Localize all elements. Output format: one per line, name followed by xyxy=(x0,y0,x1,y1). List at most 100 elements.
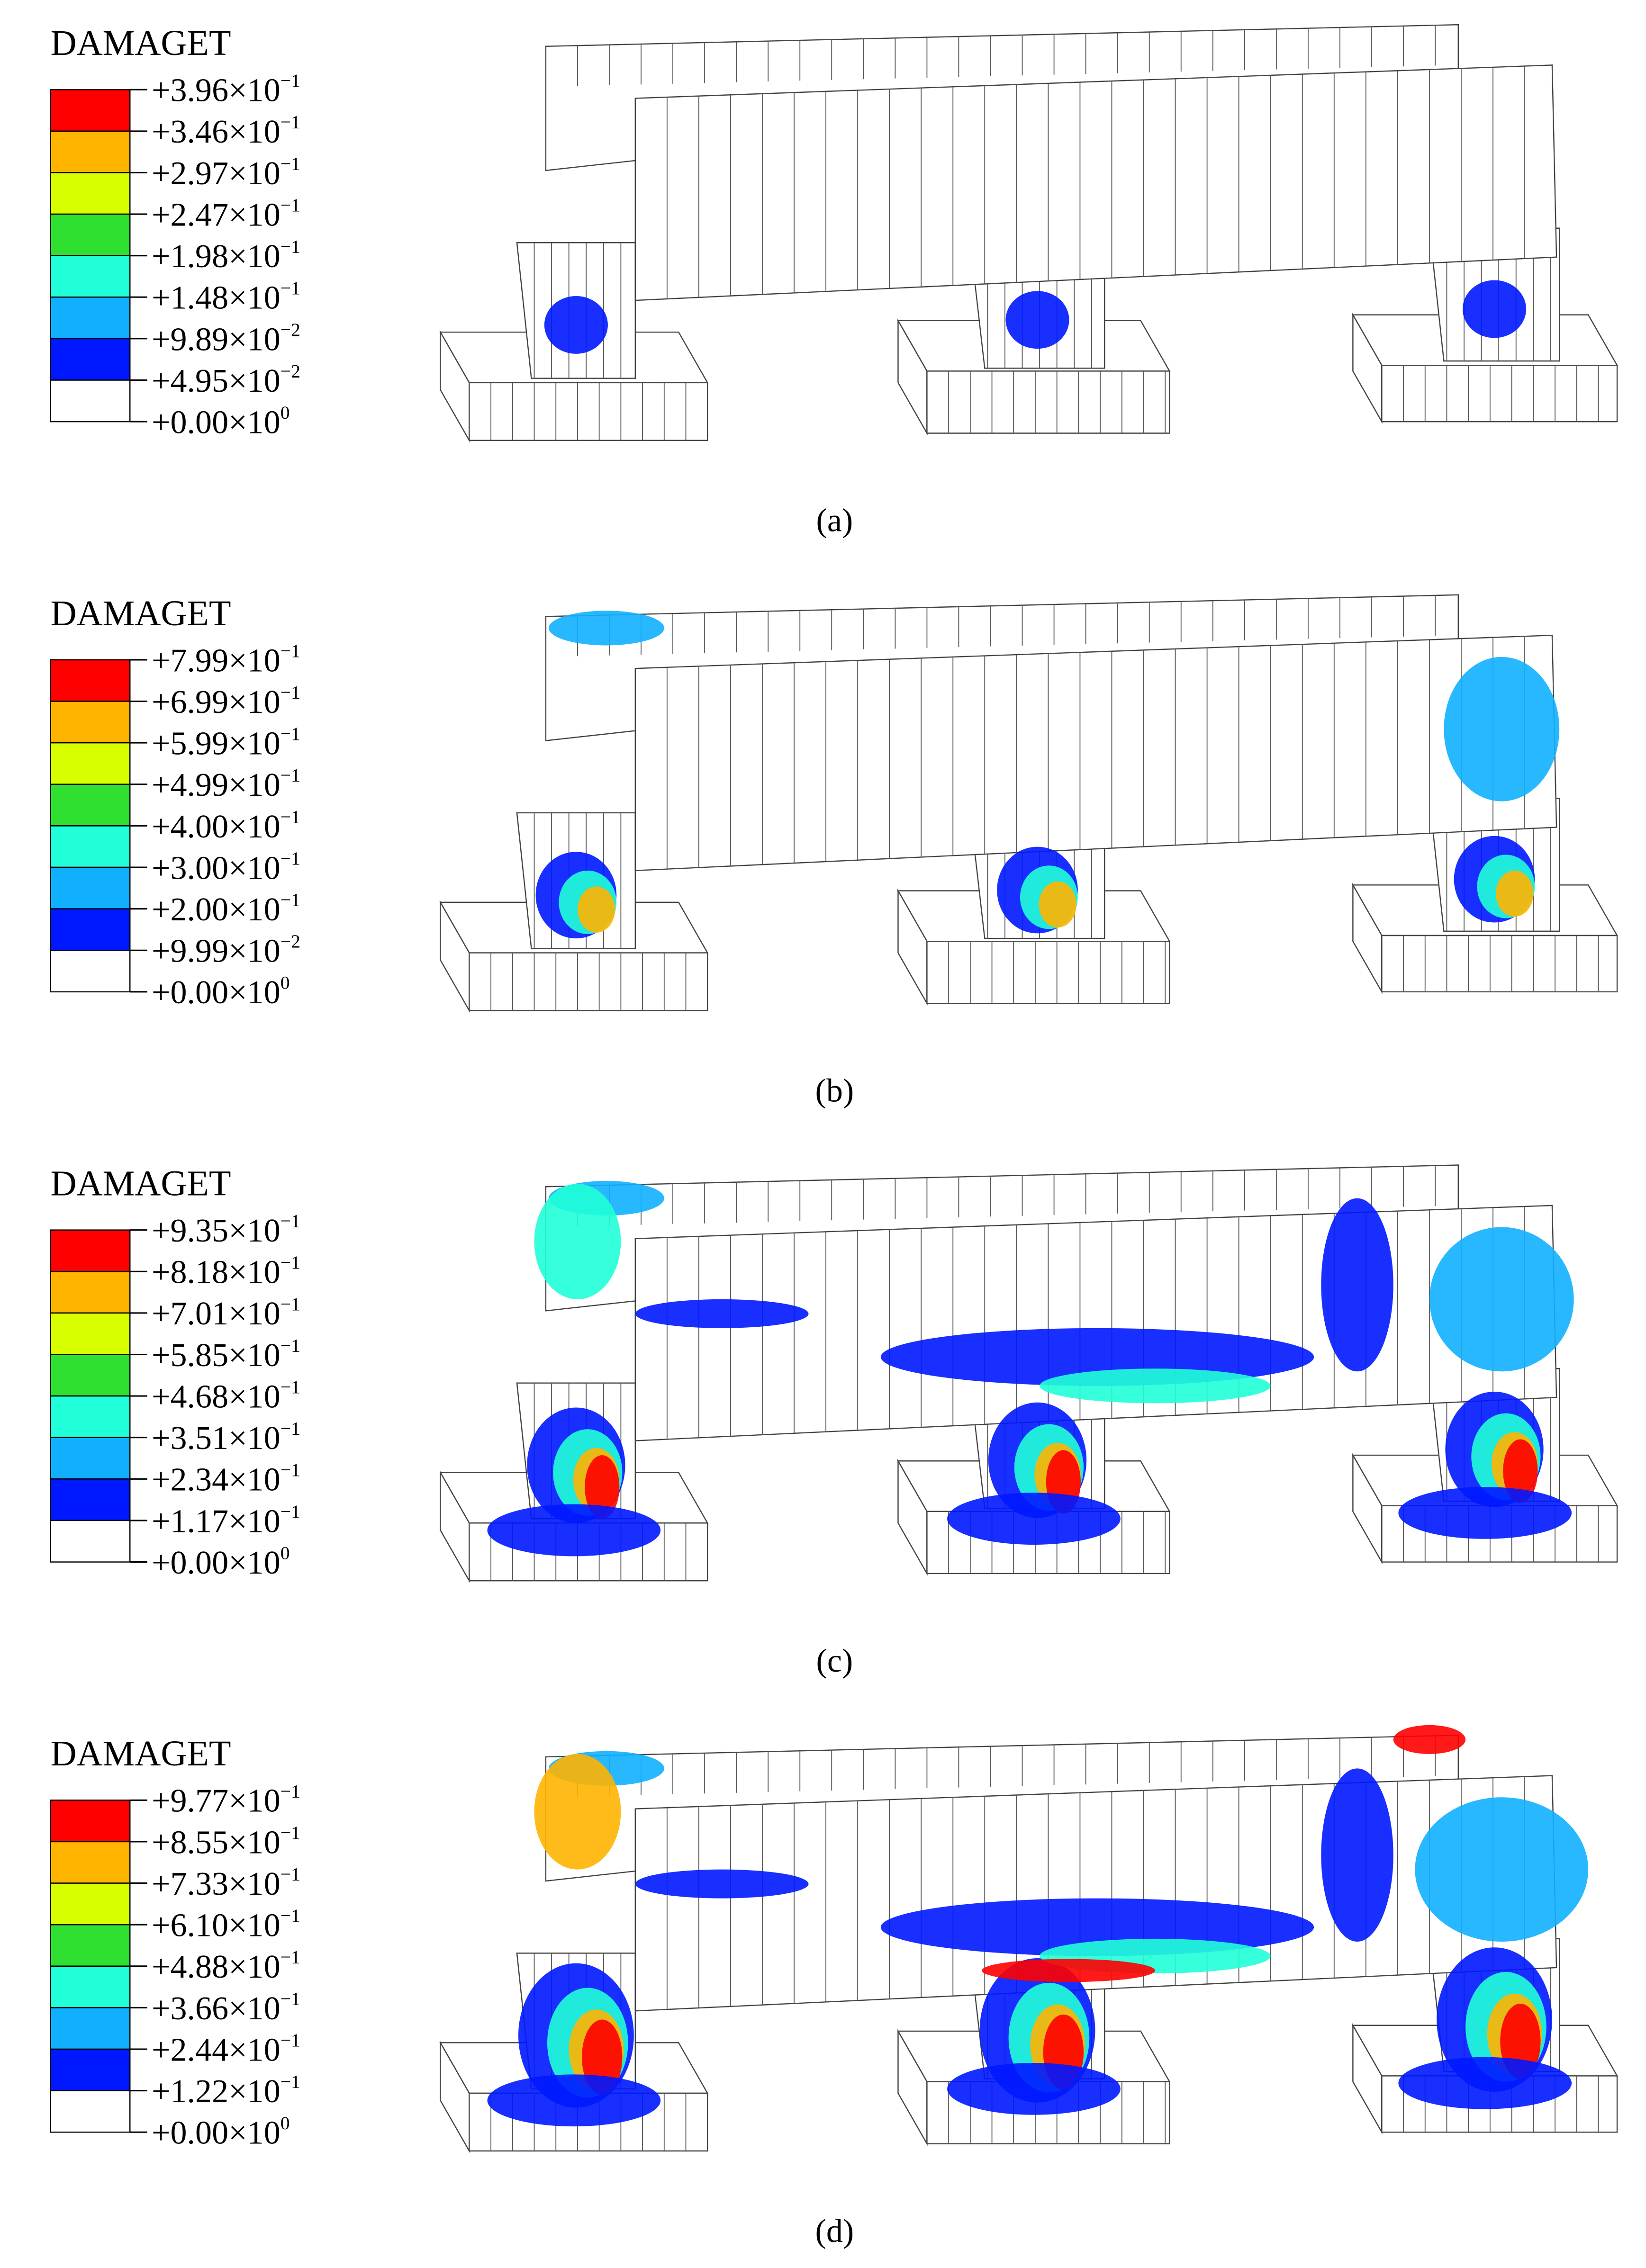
legend-band xyxy=(50,1520,131,1563)
legend-mantissa: +4.95×10 xyxy=(152,363,280,399)
damage-patch xyxy=(1005,291,1069,349)
legend-band xyxy=(50,89,131,132)
legend-mantissa: +5.85×10 xyxy=(152,1337,280,1374)
damage-patch xyxy=(1039,881,1076,928)
legend-mantissa: +2.00×10 xyxy=(152,891,280,928)
legend-band xyxy=(50,866,131,909)
damage-patch xyxy=(534,1184,621,1299)
damage-patch xyxy=(544,296,608,354)
legend-label: +6.10×10−1 xyxy=(152,1905,300,1944)
legend-label: +3.51×10−1 xyxy=(152,1418,300,1457)
legend-band xyxy=(50,2090,131,2133)
damage-patch xyxy=(1040,1368,1271,1404)
caption: (d) xyxy=(815,2213,854,2250)
legend-label: +2.34×10−1 xyxy=(152,1459,300,1498)
legend-label: +5.99×10−1 xyxy=(152,723,300,762)
footing-front xyxy=(1381,365,1618,423)
damage-patch xyxy=(1321,1198,1393,1372)
legend-label: +7.33×10−1 xyxy=(152,1863,300,1902)
legend-exponent: −1 xyxy=(280,806,300,827)
legend-exponent: 0 xyxy=(280,2113,290,2133)
damage-patch xyxy=(1398,1487,1572,1539)
legend-mantissa: +9.77×10 xyxy=(152,1783,280,1819)
legend-mantissa: +6.99×10 xyxy=(152,684,280,720)
damage-patch xyxy=(1398,2057,1572,2109)
structure xyxy=(439,1725,1619,2153)
front-beam xyxy=(634,634,1557,872)
legend-label: +3.96×10−1 xyxy=(152,70,300,108)
legend-band xyxy=(50,659,131,702)
legend-exponent: −1 xyxy=(280,1418,300,1439)
legend-mantissa: +0.00×10 xyxy=(152,405,280,441)
damage-patch xyxy=(487,2074,661,2127)
legend-band xyxy=(50,2048,131,2091)
legend-mantissa: +0.00×10 xyxy=(152,974,280,1011)
legend-mantissa: +3.66×10 xyxy=(152,1990,280,2027)
damage-patch xyxy=(1429,1227,1574,1372)
legend-band xyxy=(50,908,131,951)
legend-label: +0.00×100 xyxy=(152,972,290,1011)
legend-label: +4.68×10−1 xyxy=(152,1377,300,1415)
legend-exponent: −1 xyxy=(280,1335,300,1356)
legend-band xyxy=(50,1478,131,1521)
legend-mantissa: +8.18×10 xyxy=(152,1254,280,1291)
legend-label: +0.00×100 xyxy=(152,402,290,441)
legend-exponent: 0 xyxy=(280,402,290,423)
legend-title: DAMAGET xyxy=(51,594,231,633)
legend-label: +2.97×10−1 xyxy=(152,153,300,191)
legend-label: +4.99×10−1 xyxy=(152,765,300,803)
legend-exponent: −1 xyxy=(280,765,300,786)
legend-mantissa: +2.97×10 xyxy=(152,155,280,192)
legend-mantissa: +6.10×10 xyxy=(152,1908,280,1944)
legend-exponent: −1 xyxy=(280,236,300,257)
legend-mantissa: +2.47×10 xyxy=(152,197,280,233)
legend-exponent: −1 xyxy=(280,1822,300,1843)
footing-front xyxy=(469,952,708,1011)
damage-patch xyxy=(1503,1439,1538,1503)
legend-label: +9.99×10−2 xyxy=(152,931,300,969)
legend-band xyxy=(50,1882,131,1926)
legend-band xyxy=(50,825,131,868)
legend-band xyxy=(50,213,131,256)
legend-band xyxy=(50,701,131,744)
legend-exponent: −1 xyxy=(280,2030,300,2051)
legend-band xyxy=(50,172,131,215)
legend-mantissa: +1.98×10 xyxy=(152,238,280,275)
legend-exponent: −1 xyxy=(280,1377,300,1397)
damage-patch xyxy=(947,1493,1121,1545)
damage-patch xyxy=(577,886,615,933)
legend-label: +0.00×100 xyxy=(152,1542,290,1581)
legend-label: +1.48×10−1 xyxy=(152,278,300,316)
damage-patch xyxy=(635,1869,809,1899)
legend-band xyxy=(50,130,131,173)
damage-patch xyxy=(982,1959,1155,1982)
legend-band xyxy=(50,1312,131,1355)
legend-exponent: −1 xyxy=(280,70,300,91)
legend-mantissa: +1.48×10 xyxy=(152,280,280,316)
legend-exponent: −1 xyxy=(280,640,300,661)
legend-mantissa: +0.00×10 xyxy=(152,1545,280,1581)
legend-band xyxy=(50,2007,131,2050)
legend-label: +4.88×10−1 xyxy=(152,1947,300,1985)
legend-mantissa: +7.33×10 xyxy=(152,1866,280,1902)
legend-label: +2.00×10−1 xyxy=(152,890,300,928)
legend-mantissa: +5.99×10 xyxy=(152,726,280,762)
legend-exponent: 0 xyxy=(280,1542,290,1563)
structure xyxy=(439,24,1619,443)
legend-mantissa: +4.88×10 xyxy=(152,1949,280,1985)
legend-mantissa: +4.99×10 xyxy=(152,767,280,803)
legend-band xyxy=(50,1437,131,1480)
panel: DAMAGET+9.77×10−1+8.55×10−1+7.33×10−1+6.… xyxy=(50,1725,1619,2250)
legend-mantissa: +3.00×10 xyxy=(152,850,280,886)
legend-exponent: −1 xyxy=(280,1905,300,1926)
caption: (c) xyxy=(816,1643,853,1679)
damage-patch xyxy=(585,1455,620,1519)
legend-band xyxy=(50,1800,131,1843)
damage-patch xyxy=(1321,1768,1393,1942)
caption: (a) xyxy=(816,503,853,539)
legend-band xyxy=(50,742,131,785)
legend-exponent: −1 xyxy=(280,195,300,216)
legend-label: +7.01×10−1 xyxy=(152,1294,300,1332)
legend-exponent: −1 xyxy=(280,112,300,133)
